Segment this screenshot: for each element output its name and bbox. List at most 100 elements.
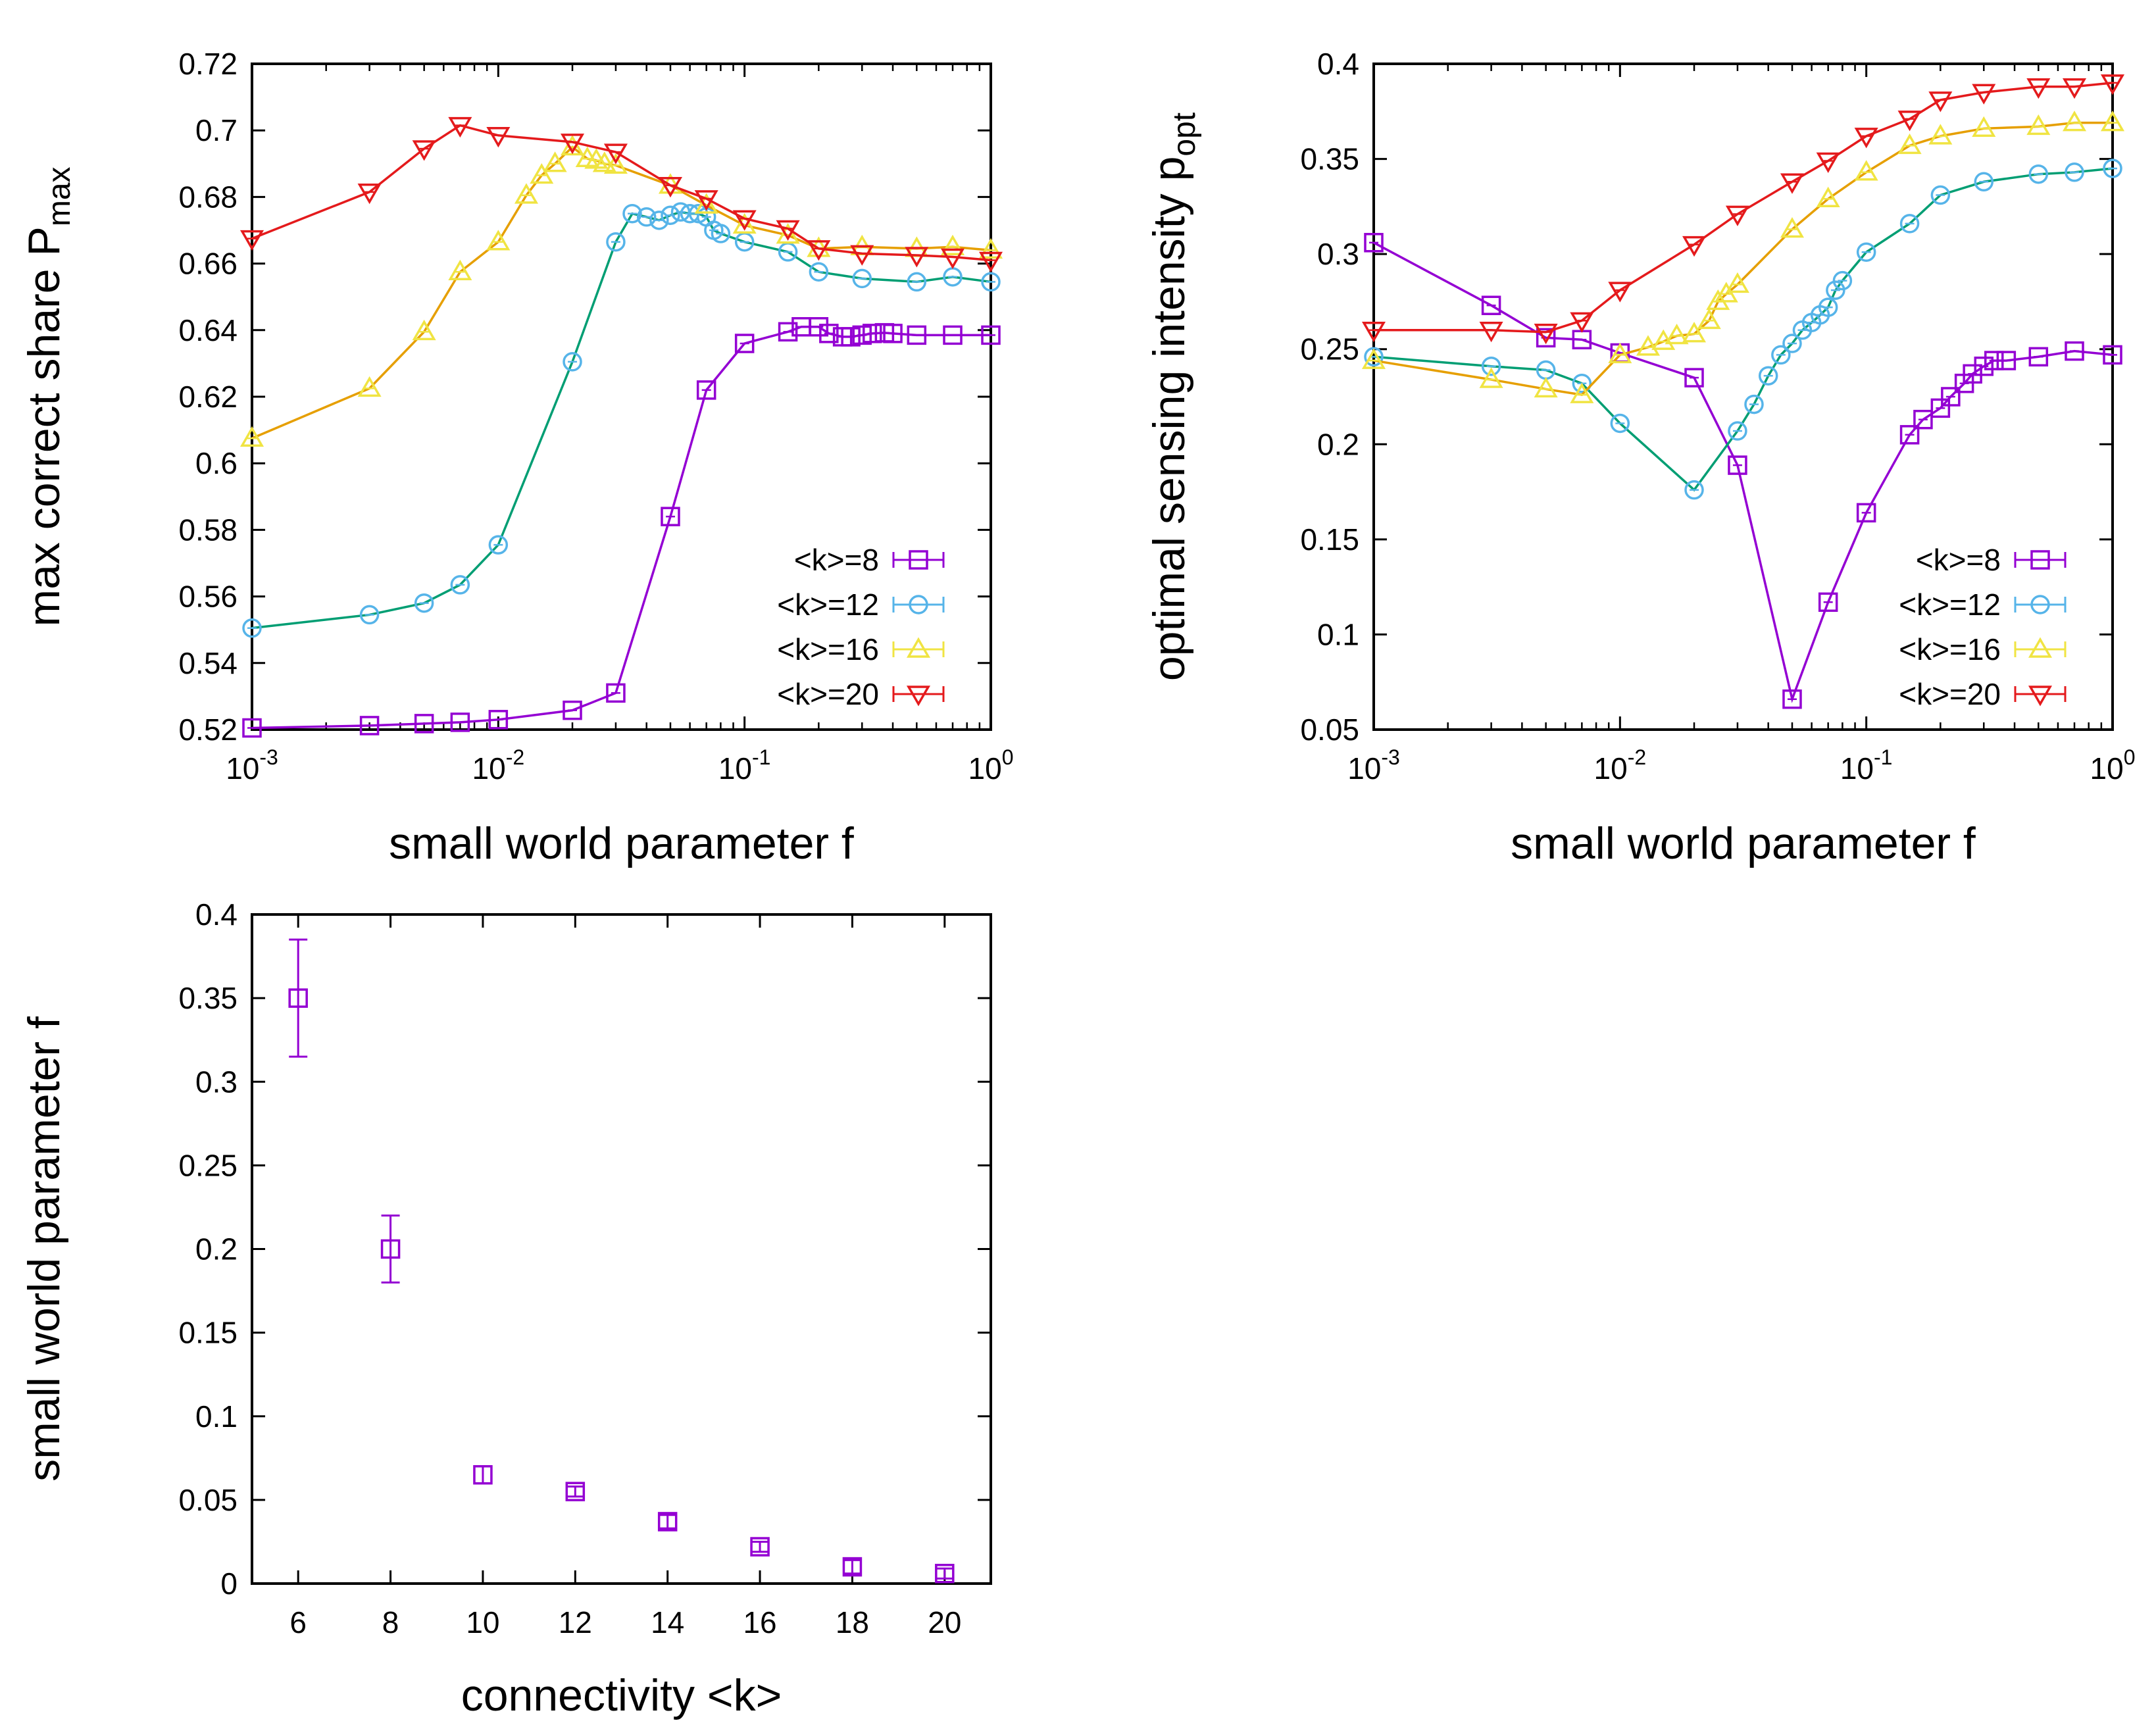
x-tick-exponent: 0 [2124, 745, 2136, 769]
legend-marker [2028, 686, 2053, 707]
data-point [1684, 480, 1704, 500]
y-tick-label: 0.66 [178, 247, 238, 281]
data-point [560, 134, 585, 156]
data-point [883, 324, 903, 343]
x-tick-base: 14 [651, 1605, 684, 1639]
series-line [1373, 241, 2113, 703]
legend-label: <k>=8 [1916, 543, 2001, 577]
data-point [776, 220, 800, 241]
data-point [2026, 78, 2051, 99]
y-tick-label: 0.35 [1300, 142, 1359, 176]
data-point [1928, 124, 1953, 145]
data-point [565, 1482, 586, 1501]
data-point [242, 718, 262, 738]
data-point [1570, 312, 1594, 333]
legend-label: <k>=16 [777, 632, 879, 666]
data-point [1941, 387, 1961, 407]
data-point [1534, 376, 1558, 398]
data-point [1361, 322, 1386, 343]
data-point [1636, 335, 1661, 356]
x-tick-base: 20 [928, 1605, 961, 1639]
data-point [636, 207, 657, 227]
data-point [2100, 111, 2125, 132]
x-tick-label: 12 [559, 1605, 592, 1639]
x-tick-base: 10 [226, 751, 259, 786]
data-point [732, 213, 757, 234]
data-point [2026, 114, 2051, 136]
data-point [1570, 382, 1594, 403]
series-1 [288, 938, 955, 1584]
y-axis-label: small world parameter f [19, 1016, 69, 1482]
data-point [1665, 323, 1689, 345]
data-point [711, 224, 731, 243]
series-4 [1361, 74, 2125, 345]
y-tick-label: 0.2 [1317, 427, 1359, 461]
series-line [251, 211, 991, 630]
x-axis-label: small world parameter f [1511, 818, 1976, 868]
data-point [1651, 329, 1676, 350]
series-1 [242, 316, 1001, 738]
x-tick-label: 100 [968, 745, 1014, 786]
x-tick-exponent: 0 [1002, 745, 1014, 769]
data-point [750, 1537, 770, 1557]
data-point [732, 210, 757, 231]
plot-frame [251, 913, 992, 1585]
y-tick-label: 0.1 [195, 1399, 238, 1434]
data-point [1771, 345, 1791, 365]
data-point [359, 605, 380, 625]
legend-label: <k>=16 [1899, 632, 2001, 666]
data-point [1818, 592, 1838, 612]
series-2 [242, 202, 1001, 638]
data-point [658, 176, 683, 198]
data-point [448, 116, 472, 138]
series-line [1374, 82, 2113, 334]
data-point [850, 245, 874, 266]
data-point [1682, 322, 1707, 343]
legend-label: <k>=20 [1899, 677, 2001, 711]
data-point [1832, 270, 1853, 291]
y-tick-label: 0.58 [178, 512, 238, 547]
x-tick-base: 10 [2090, 751, 2124, 786]
series-3 [239, 134, 1003, 447]
data-point [734, 334, 755, 353]
data-point [1930, 398, 1951, 418]
x-tick-label: 10-2 [472, 745, 525, 786]
x-tick-exponent: -2 [506, 745, 524, 769]
x-tick-exponent: -3 [1381, 745, 1399, 769]
data-point [606, 683, 626, 703]
y-tick-label: 0.15 [1300, 522, 1359, 557]
y-tick-label: 0.4 [195, 897, 238, 932]
x-tick-base: 10 [472, 751, 506, 786]
data-point [1816, 186, 1840, 208]
data-point [239, 230, 264, 251]
data-point [1728, 421, 1747, 441]
data-point [1854, 128, 1878, 149]
x-tick-base: 10 [718, 751, 752, 786]
data-point [907, 325, 927, 345]
data-point [380, 1239, 401, 1259]
legend-marker [906, 637, 931, 658]
x-tick-label: 10-2 [1594, 745, 1647, 786]
x-tick-label: 10-1 [718, 745, 771, 786]
data-point [1608, 282, 1632, 303]
panel-c: 0 0.05 0.1 0.15 0.2 0.25 0.3 0.35 0.4 6 8 10 12 14 16 1… [19, 897, 992, 1720]
y-tick-label: 0.25 [178, 1148, 238, 1182]
data-point [661, 205, 680, 225]
y-tick-label: 0.56 [178, 580, 238, 614]
y-tick-label: 0.35 [178, 981, 238, 1015]
panel-a: 0.52 0.54 0.56 0.58 0.6 0.62 0.64 0.66 0.68 0.7 0.… [19, 47, 1013, 868]
data-point [776, 223, 800, 244]
data-point [563, 700, 582, 720]
data-point [242, 618, 262, 638]
y-tick-label: 0.6 [195, 446, 238, 480]
x-tick-label: 10 [466, 1605, 499, 1639]
data-point [1697, 308, 1721, 330]
data-point [1534, 323, 1558, 345]
data-point [606, 232, 626, 252]
data-point [1972, 116, 1996, 138]
y-axis-label: optimal sensing intensity popt [1144, 113, 1202, 681]
data-point [905, 247, 929, 268]
y-axis-label-main: max correct share P [19, 226, 69, 626]
data-point [412, 319, 436, 341]
y-axis-label: max correct share Pmax [19, 166, 77, 626]
